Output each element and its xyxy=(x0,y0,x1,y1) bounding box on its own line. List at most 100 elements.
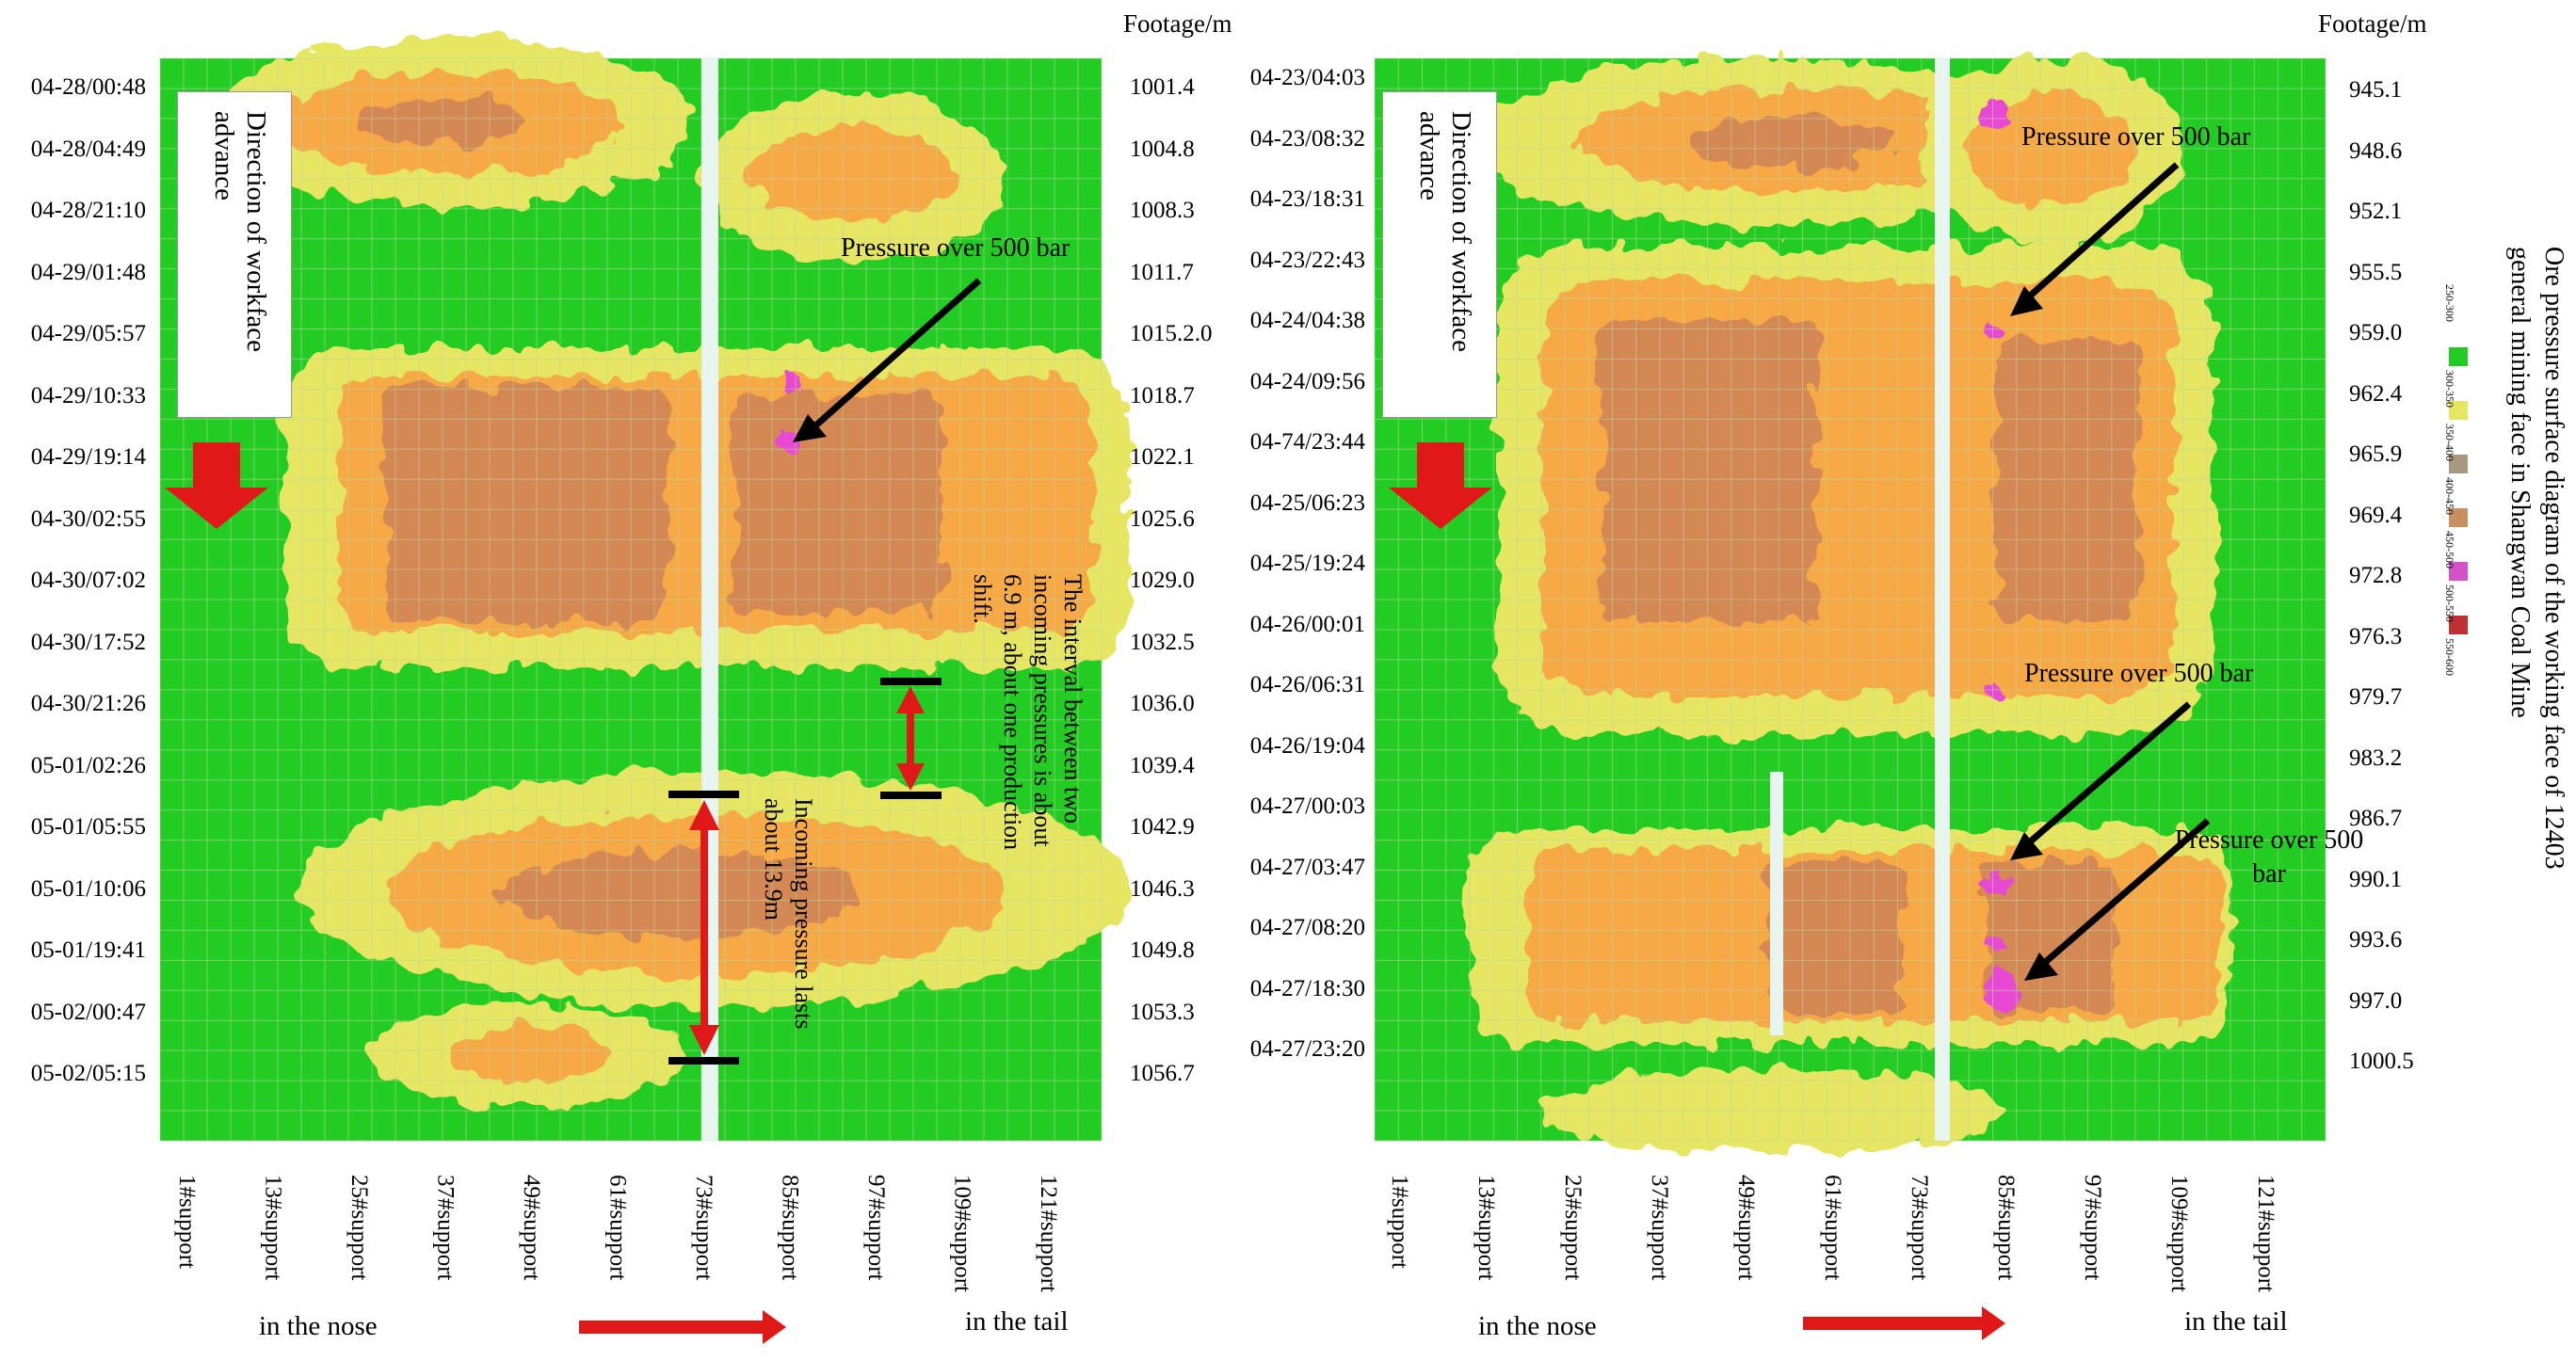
support-tick-label: 121#support xyxy=(1036,1175,1061,1292)
footage-tick-label: 1004.8 xyxy=(1130,136,1195,162)
time-tick-label: 04-27/00:03 xyxy=(1249,793,1365,819)
left-pressure-region-orange xyxy=(443,1026,612,1082)
time-tick-label: 04-29/10:33 xyxy=(30,382,146,408)
footage-tick-label: 976.3 xyxy=(2349,623,2403,649)
right-grid xyxy=(1374,57,2326,1142)
time-tick-label: 04-28/00:48 xyxy=(30,74,146,100)
right-pressure-peak xyxy=(1982,103,2010,133)
right-direction-box: Direction of workface advance xyxy=(1382,91,1497,418)
right-gap-strip-partial xyxy=(1770,772,1783,1035)
footage-tick-label: 986.7 xyxy=(2349,806,2403,831)
time-tick-label: 04-27/18:30 xyxy=(1249,975,1365,1001)
support-tick-label: 25#support xyxy=(1560,1175,1586,1281)
legend-item-label: 450-500 xyxy=(2443,531,2456,568)
footage-tick-label: 1015.2.0 xyxy=(1130,321,1213,346)
support-tick-label: 1#support xyxy=(1387,1175,1412,1269)
left-footage-title: Footage/m xyxy=(1123,9,1232,38)
legend-swatch xyxy=(2449,455,2468,473)
footage-tick-label: 979.7 xyxy=(2349,684,2403,710)
left-pressure-peak xyxy=(781,376,804,392)
time-tick-label: 04-27/23:20 xyxy=(1249,1036,1365,1062)
time-tick-label: 04-26/00:01 xyxy=(1249,611,1365,637)
time-tick-label: 05-02/00:47 xyxy=(30,999,146,1025)
right-footage-title: Footage/m xyxy=(2318,9,2427,38)
time-tick-label: 04-28/04:49 xyxy=(30,136,146,162)
support-tick-label: 73#support xyxy=(1907,1175,1932,1281)
right-pointer-arrowhead-3 xyxy=(2024,953,2058,981)
time-tick-label: 05-01/19:41 xyxy=(30,937,146,963)
support-tick-label: 85#support xyxy=(777,1175,803,1281)
left-grid xyxy=(159,57,1103,1142)
support-tick-label: 37#support xyxy=(432,1175,459,1281)
time-tick-label: 04-29/05:57 xyxy=(30,321,146,346)
legend-swatch xyxy=(2449,616,2468,634)
right-pressure-region-brown xyxy=(1996,339,2137,621)
right-heatmap xyxy=(1374,56,2326,1153)
support-tick-label: 97#support xyxy=(2080,1175,2105,1281)
support-tick-label: 109#support xyxy=(949,1175,975,1292)
footage-tick-label: 983.2 xyxy=(2349,745,2403,771)
left-interval-arrowhead-top xyxy=(896,686,925,713)
left-nose-label: in the nose xyxy=(259,1311,378,1341)
left-pointer-arrowhead xyxy=(793,414,827,442)
right-pressure-peak xyxy=(1981,875,2011,894)
legend-item-label: 250-300 xyxy=(2443,284,2456,322)
right-pointer-arrowhead-2 xyxy=(2010,832,2043,860)
right-pressure-peak xyxy=(1985,932,2007,951)
right-pointer-arrow-1 xyxy=(2023,162,2180,302)
right-pressure-peak xyxy=(1985,324,2004,339)
left-pointer-arrow xyxy=(809,278,982,432)
right-direction-arrow xyxy=(1389,442,1492,529)
time-tick-label: 04-29/01:48 xyxy=(30,259,146,285)
right-pressure-region-brown xyxy=(1987,861,2118,1012)
time-tick-label: 05-02/05:15 xyxy=(30,1061,146,1086)
support-tick-label: 97#support xyxy=(863,1175,889,1281)
footage-tick-label: 955.5 xyxy=(2349,259,2403,285)
left-annotation-pressure: Pressure over 500 bar xyxy=(841,233,1071,263)
footage-tick-label: 952.1 xyxy=(2349,199,2403,224)
right-pressure-region-brown xyxy=(1770,861,1902,1012)
right-gap-strip xyxy=(1935,58,1950,1141)
time-tick-label: 04-26/06:31 xyxy=(1249,672,1365,697)
left-span-arrowhead-top xyxy=(689,800,719,830)
left-nose-to-tail-arrow xyxy=(579,1310,786,1344)
left-direction-label: Direction of workface advance xyxy=(209,111,271,353)
legend-item-label: 550-600 xyxy=(2443,638,2456,676)
left-heatmap xyxy=(159,38,1130,1142)
time-tick-label: 04-28/21:10 xyxy=(30,198,146,223)
footage-tick-label: 1008.3 xyxy=(1130,198,1195,223)
footage-tick-label: 1053.3 xyxy=(1130,999,1195,1025)
support-tick-label: 121#support xyxy=(2253,1175,2278,1292)
footage-tick-label: 1029.0 xyxy=(1130,568,1195,593)
right-nose-to-tail-arrow xyxy=(1803,1306,2005,1340)
footage-tick-label: 972.8 xyxy=(2349,563,2403,588)
right-pressure-peak xyxy=(1987,687,2005,702)
time-tick-label: 04-30/17:52 xyxy=(30,629,146,655)
footage-tick-label: 1025.6 xyxy=(1130,505,1195,532)
right-tail-label: in the tail xyxy=(2184,1306,2288,1337)
support-tick-label: 13#support xyxy=(1473,1175,1499,1281)
footage-tick-label: 969.4 xyxy=(2349,502,2403,528)
time-tick-label: 05-01/10:06 xyxy=(30,875,146,902)
left-direction-box: Direction of workface advance xyxy=(177,91,292,418)
time-tick-label: 05-01/05:55 xyxy=(30,814,146,840)
support-tick-label: 49#support xyxy=(519,1175,544,1281)
left-span-arrowhead-bottom xyxy=(689,1025,719,1055)
legend-item-label: 350-400 xyxy=(2443,424,2456,461)
time-tick-label: 04-24/09:56 xyxy=(1249,368,1365,394)
footage-tick-label: 962.4 xyxy=(2349,380,2403,407)
footage-tick-label: 965.9 xyxy=(2349,441,2403,467)
time-tick-label: 04-23/08:32 xyxy=(1249,125,1365,152)
time-tick-label: 04-26/19:04 xyxy=(1249,732,1365,759)
time-tick-label: 04-30/02:55 xyxy=(30,505,146,532)
time-tick-label: 05-01/02:26 xyxy=(30,752,146,778)
support-tick-label: 49#support xyxy=(1733,1175,1759,1281)
support-tick-label: 37#support xyxy=(1647,1175,1672,1281)
support-tick-label: 109#support xyxy=(2166,1175,2192,1292)
legend-swatch xyxy=(2449,401,2468,420)
left-tail-label: in the tail xyxy=(965,1306,1069,1337)
left-annotation-interval: The interval between two incoming pressu… xyxy=(969,574,1087,851)
support-tick-label: 85#support xyxy=(1993,1175,2019,1281)
legend-swatch xyxy=(2449,347,2468,366)
time-tick-label: 04-23/22:43 xyxy=(1249,247,1365,273)
